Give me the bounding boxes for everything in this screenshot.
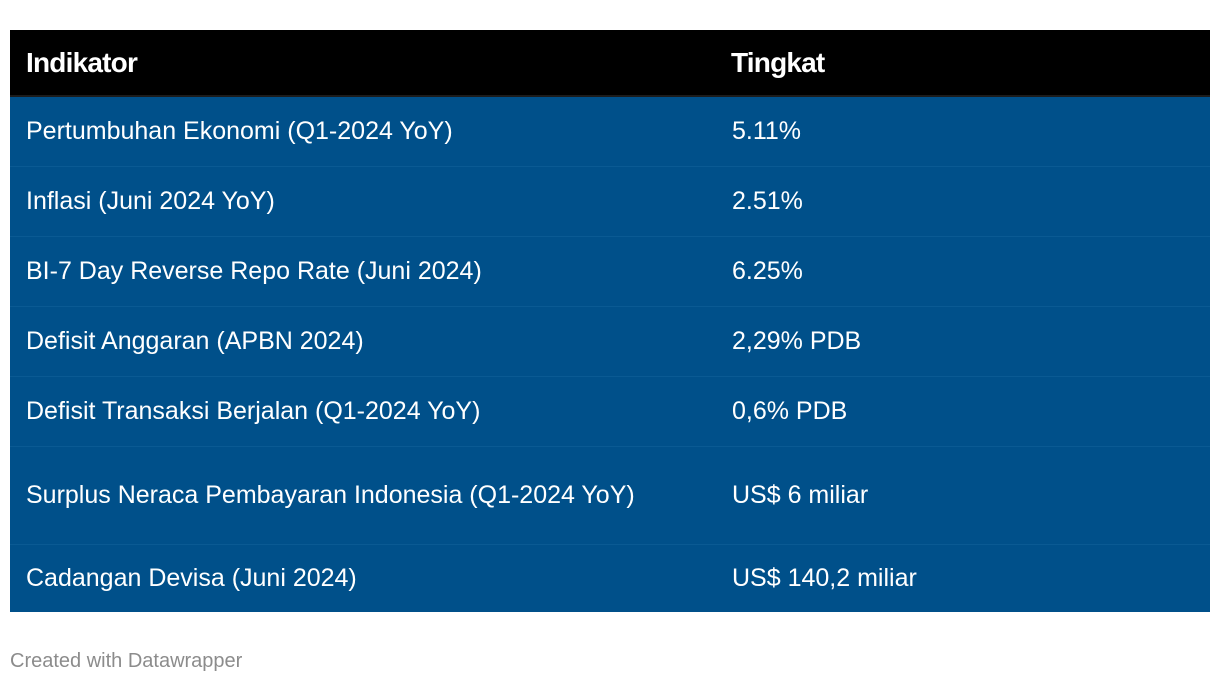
table-row: Defisit Transaksi Berjalan (Q1-2024 YoY)… <box>10 376 1210 446</box>
table-row: Surplus Neraca Pembayaran Indonesia (Q1-… <box>10 446 1210 544</box>
indicator-cell: Inflasi (Juni 2024 YoY) <box>26 187 275 215</box>
value-cell: 0,6% PDB <box>732 397 848 425</box>
indicator-cell: Defisit Transaksi Berjalan (Q1-2024 YoY) <box>26 397 481 425</box>
table-header: Indikator Tingkat <box>10 30 1210 96</box>
table-row: Cadangan Devisa (Juni 2024) US$ 140,2 mi… <box>10 544 1210 612</box>
data-table: Indikator Tingkat Pertumbuhan Ekonomi (Q… <box>10 30 1210 612</box>
table-row: Inflasi (Juni 2024 YoY) 2.51% <box>10 166 1210 236</box>
column-header-indicator[interactable]: Indikator <box>26 46 138 78</box>
value-cell: US$ 6 miliar <box>732 481 869 509</box>
value-cell: US$ 140,2 miliar <box>732 564 917 593</box>
indicator-cell: BI-7 Day Reverse Repo Rate (Juni 2024) <box>26 257 482 285</box>
column-header-value[interactable]: Tingkat <box>731 46 825 78</box>
footer-credit[interactable]: Created with Datawrapper <box>10 650 243 672</box>
indicator-cell: Surplus Neraca Pembayaran Indonesia (Q1-… <box>26 481 635 509</box>
indicator-cell: Defisit Anggaran (APBN 2024) <box>26 327 364 355</box>
table-row: Pertumbuhan Ekonomi (Q1-2024 YoY) 5.11% <box>10 96 1210 166</box>
table-row: BI-7 Day Reverse Repo Rate (Juni 2024) 6… <box>10 236 1210 306</box>
value-cell: 2.51% <box>732 187 803 215</box>
value-cell: 2,29% PDB <box>732 327 862 355</box>
table-row: Defisit Anggaran (APBN 2024) 2,29% PDB <box>10 306 1210 376</box>
header-row: Indikator Tingkat <box>10 30 1210 96</box>
indicator-cell: Pertumbuhan Ekonomi (Q1-2024 YoY) <box>26 117 453 146</box>
data-table-container: Indikator Tingkat Pertumbuhan Ekonomi (Q… <box>10 30 1210 612</box>
table-body: Pertumbuhan Ekonomi (Q1-2024 YoY) 5.11% … <box>10 96 1210 612</box>
value-cell: 5.11% <box>732 117 802 146</box>
value-cell: 6.25% <box>732 257 803 285</box>
indicator-cell: Cadangan Devisa (Juni 2024) <box>26 564 357 593</box>
